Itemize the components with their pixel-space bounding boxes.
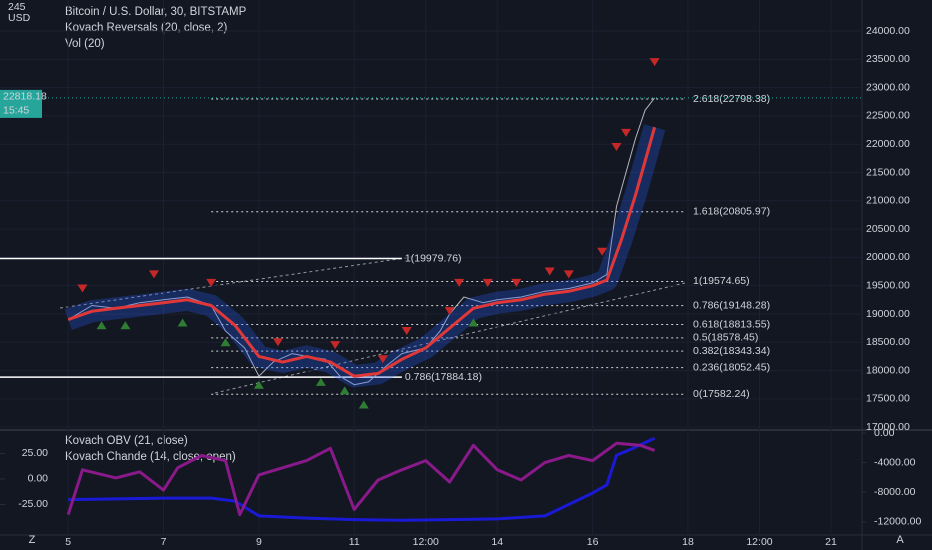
sell-marker (272, 338, 283, 347)
y-tick-label: 22500.00 (866, 110, 910, 122)
buy-marker (96, 321, 107, 330)
sell-marker (563, 270, 574, 279)
buy-marker (120, 321, 131, 330)
y-tick-label: 17500.00 (866, 393, 910, 405)
sell-marker (401, 326, 412, 335)
y-tick-label: 19000.00 (866, 308, 910, 320)
x-tick-label: 11 (349, 536, 360, 548)
indicator-line (68, 436, 656, 522)
y2-tick-label: -12000.00 (874, 516, 921, 528)
sell-marker (77, 284, 88, 293)
y-tick-label: 17000.00 (866, 421, 910, 433)
x-tick-label: 5 (65, 536, 71, 548)
y2-tick-label: -8000.00 (874, 486, 916, 498)
buy-marker (468, 318, 479, 327)
fib-label: 0.382(18343.34) (693, 345, 770, 357)
countdown: 15:45 (3, 105, 29, 117)
sell-marker (444, 307, 455, 316)
header-indicator: Kovach Reversals (20, close, 2) (65, 22, 228, 34)
fib-label: 0(17582.24) (693, 388, 750, 400)
sell-marker (148, 270, 159, 279)
fib-label: 1.618(20805.97) (693, 206, 770, 218)
fib-label: 1(19574.65) (693, 275, 750, 287)
y-tick-label: 20500.00 (866, 223, 910, 235)
y-tick-label: 18000.00 (866, 364, 910, 376)
x-tick-label: 12:00 (746, 536, 772, 548)
indicator-line (67, 126, 657, 378)
y-tick-label: 21500.00 (866, 166, 910, 178)
fib-label: 0.5(18578.45) (693, 332, 758, 344)
y-tick-label: 20000.00 (866, 251, 910, 263)
x-tick-label: 21 (825, 536, 837, 548)
x-tick-label: 9 (256, 536, 262, 548)
sell-marker (649, 58, 660, 67)
sell-marker (620, 128, 631, 137)
x-tick-label: 12:00 (413, 536, 439, 548)
trendline (59, 256, 413, 309)
sell-marker (206, 278, 217, 287)
price-tag (0, 89, 42, 118)
x-tick-label: 7 (161, 536, 167, 548)
sell-marker (330, 341, 341, 350)
buy-marker (315, 377, 326, 386)
header-obv: Kovach OBV (21, close) (65, 435, 188, 447)
fib-label: 2.618(22798.38) (693, 93, 770, 105)
sell-marker (597, 247, 608, 256)
header-volume: Vol (20) (65, 38, 105, 50)
buy-marker (220, 338, 231, 347)
y-tick-label: 0.00 (28, 473, 49, 485)
y-tick-label: 19500.00 (866, 279, 910, 291)
ui-button[interactable]: A (896, 534, 904, 546)
sell-marker (544, 267, 555, 276)
y-tick-label: 25.00 (22, 447, 48, 459)
trendline (214, 282, 686, 394)
buy-marker (339, 386, 350, 395)
unit-label: USD (8, 12, 31, 24)
buy-marker (177, 318, 188, 327)
sell-marker (482, 278, 493, 287)
fib-label: 0.786(19148.28) (693, 299, 770, 311)
y-tick-label: 23500.00 (866, 53, 910, 65)
y-tick-label: 21000.00 (866, 195, 910, 207)
x-tick-label: 16 (587, 536, 599, 548)
sell-marker (377, 355, 388, 364)
last-price: 22818.18 (3, 91, 47, 103)
sell-marker (511, 278, 522, 287)
y2-tick-label: 0.00 (874, 427, 895, 439)
y-tick-label: 23000.00 (866, 81, 910, 93)
sell-marker (454, 278, 465, 287)
y2-tick-label: -4000.00 (874, 456, 916, 468)
axis-top-clip: 245 (8, 1, 26, 13)
buy-marker (358, 400, 369, 409)
fib-label: 0.618(18813.55) (693, 318, 770, 330)
y-tick-label: 24000.00 (866, 25, 910, 37)
fib-label: 0.236(18052.45) (693, 361, 770, 373)
y-tick-label: 18500.00 (866, 336, 910, 348)
level-label: 1(19979.76) (405, 252, 462, 264)
indicator-line (66, 441, 656, 517)
y-tick-label: 22000.00 (866, 138, 910, 150)
x-tick-label: 18 (682, 536, 694, 548)
ui-button[interactable]: Z (29, 534, 36, 546)
level-label: 0.786(17884.18) (405, 371, 482, 383)
y-tick-label: -25.00 (18, 498, 48, 510)
buy-marker (253, 380, 264, 389)
x-tick-label: 14 (491, 536, 503, 548)
sell-marker (611, 143, 622, 152)
header-title: Bitcoin / U.S. Dollar, 30, BITSTAMP (65, 6, 247, 18)
